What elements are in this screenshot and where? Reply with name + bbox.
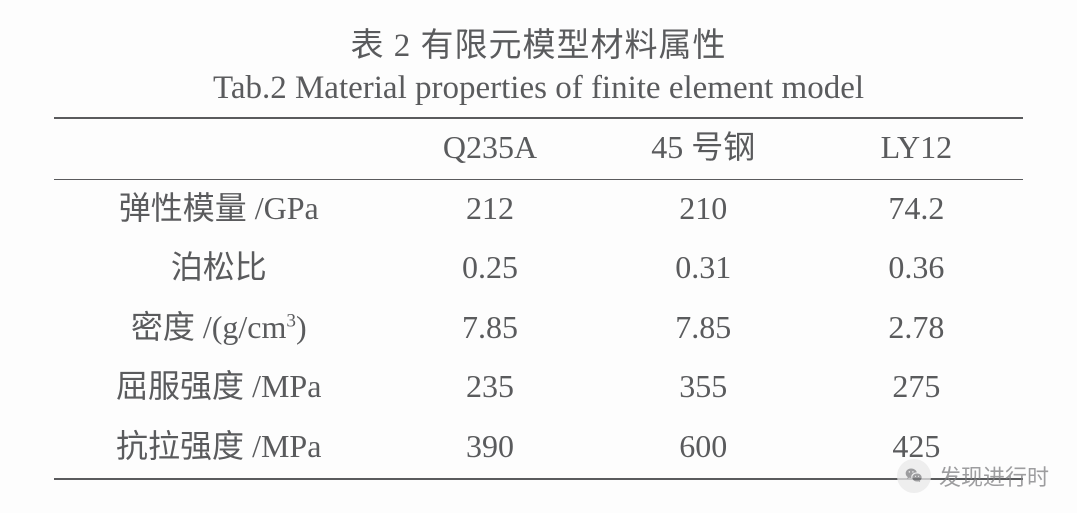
page: 表 2 有限元模型材料属性 Tab.2 Material properties … [0,0,1077,513]
table-cell: 0.25 [383,239,596,299]
table-cell: 390 [383,418,596,479]
row-label: 抗拉强度 /MPa [54,418,383,479]
row-label: 弹性模量 /GPa [54,179,383,239]
table-row: 密度 /(g/cm3)7.857.852.78 [54,299,1023,359]
table-cell: 74.2 [810,179,1023,239]
col-header-q235a: Q235A [383,118,596,179]
table-title-cn: 表 2 有限元模型材料属性 [351,18,727,66]
col-header-blank [54,118,383,179]
row-label: 密度 /(g/cm3) [54,299,383,359]
table-header-row: Q235A 45 号钢 LY12 [54,118,1023,179]
table-row: 弹性模量 /GPa21221074.2 [54,179,1023,239]
table-cell: 600 [597,418,810,479]
table-title-en: Tab.2 Material properties of finite elem… [213,70,864,107]
table-cell: 212 [383,179,596,239]
table-cell: 0.36 [810,239,1023,299]
table-cell: 210 [597,179,810,239]
table-cell: 275 [810,358,1023,418]
col-header-45steel: 45 号钢 [597,118,810,179]
table-cell: 0.31 [597,239,810,299]
col-header-ly12: LY12 [810,118,1023,179]
table-cell: 235 [383,358,596,418]
table-cell: 355 [597,358,810,418]
row-label: 屈服强度 /MPa [54,358,383,418]
table-body: 弹性模量 /GPa21221074.2泊松比0.250.310.36密度 /(g… [54,179,1023,478]
table-cell: 2.78 [810,299,1023,359]
table-cell: 425 [810,418,1023,479]
table-row: 屈服强度 /MPa235355275 [54,358,1023,418]
table-row: 泊松比0.250.310.36 [54,239,1023,299]
row-label: 泊松比 [54,239,383,299]
table-row: 抗拉强度 /MPa390600425 [54,418,1023,479]
material-properties-table: Q235A 45 号钢 LY12 弹性模量 /GPa21221074.2泊松比0… [54,117,1023,480]
table-cell: 7.85 [597,299,810,359]
table-cell: 7.85 [383,299,596,359]
